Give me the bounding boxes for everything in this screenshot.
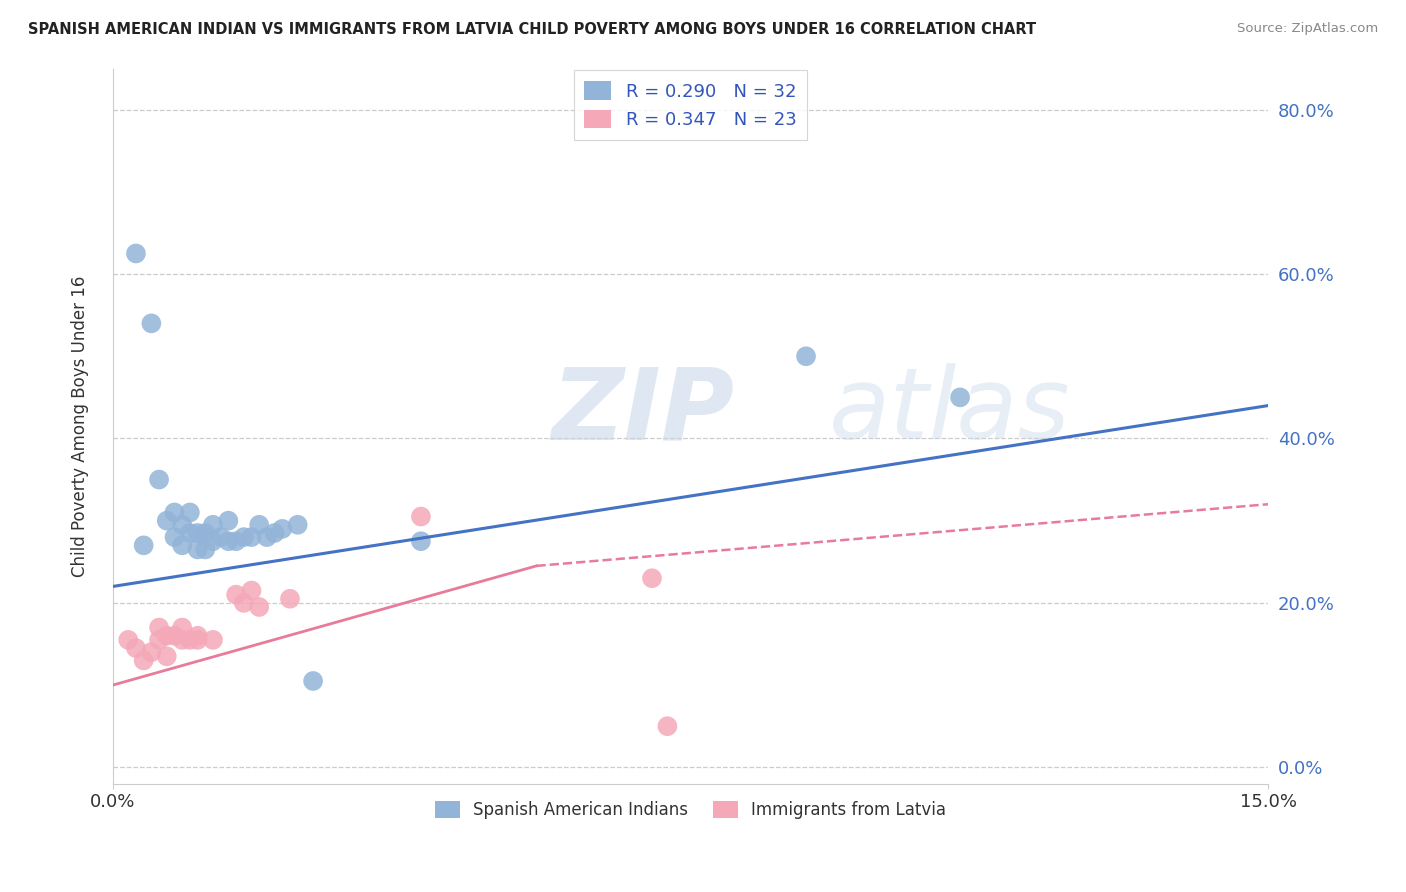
Point [949, 390, 972, 404]
Point [217, 534, 239, 549]
Point [141, 317, 163, 331]
Point [271, 522, 294, 536]
Text: ZIP: ZIP [553, 363, 735, 460]
Point [217, 514, 239, 528]
Point [179, 526, 201, 541]
Point [163, 530, 186, 544]
Text: atlas: atlas [830, 363, 1071, 460]
Point [148, 632, 170, 647]
Y-axis label: Child Poverty Among Boys Under 16: Child Poverty Among Boys Under 16 [72, 276, 89, 577]
Point [156, 514, 179, 528]
Point [187, 632, 209, 647]
Point [148, 473, 170, 487]
Text: SPANISH AMERICAN INDIAN VS IMMIGRANTS FROM LATVIA CHILD POVERTY AMONG BOYS UNDER: SPANISH AMERICAN INDIAN VS IMMIGRANTS FR… [28, 22, 1036, 37]
Point [247, 599, 270, 614]
Point [641, 571, 664, 585]
Point [163, 505, 186, 519]
Point [794, 349, 817, 363]
Point [172, 632, 194, 647]
Point [187, 526, 209, 541]
Legend: Spanish American Indians, Immigrants from Latvia: Spanish American Indians, Immigrants fro… [427, 794, 953, 825]
Point [240, 530, 263, 544]
Point [409, 509, 432, 524]
Point [409, 534, 432, 549]
Point [263, 526, 285, 541]
Point [302, 673, 325, 688]
Point [225, 534, 247, 549]
Point [247, 517, 270, 532]
Point [179, 632, 201, 647]
Point [163, 629, 186, 643]
Point [179, 505, 201, 519]
Point [657, 719, 679, 733]
Point [287, 517, 309, 532]
Point [209, 530, 232, 544]
Point [187, 629, 209, 643]
Point [132, 538, 155, 552]
Point [172, 621, 194, 635]
Point [125, 246, 148, 260]
Point [256, 530, 278, 544]
Point [117, 632, 139, 647]
Point [156, 649, 179, 664]
Point [156, 629, 179, 643]
Point [148, 621, 170, 635]
Point [172, 517, 194, 532]
Point [172, 538, 194, 552]
Point [194, 542, 217, 557]
Point [278, 591, 301, 606]
Point [201, 517, 224, 532]
Point [194, 526, 217, 541]
Point [225, 588, 247, 602]
Point [141, 645, 163, 659]
Point [132, 653, 155, 667]
Point [232, 596, 254, 610]
Point [232, 530, 254, 544]
Point [125, 641, 148, 656]
Point [187, 542, 209, 557]
Point [240, 583, 263, 598]
Point [201, 632, 224, 647]
Text: Source: ZipAtlas.com: Source: ZipAtlas.com [1237, 22, 1378, 36]
Point [201, 534, 224, 549]
